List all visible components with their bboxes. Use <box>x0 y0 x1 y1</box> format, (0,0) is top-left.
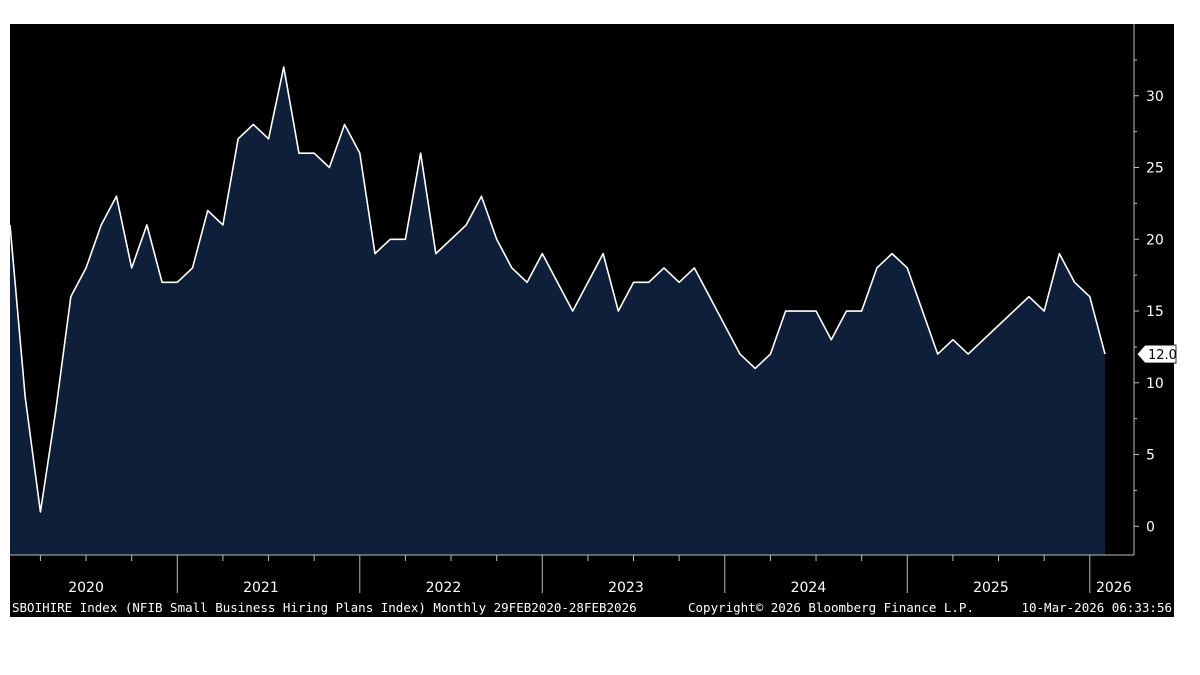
data-point <box>69 295 72 298</box>
data-point <box>343 123 346 126</box>
data-point <box>480 195 483 198</box>
data-point <box>936 353 939 356</box>
data-point <box>1104 353 1107 356</box>
data-point <box>951 338 954 341</box>
data-point <box>495 238 498 241</box>
x-year-label: 2024 <box>791 580 827 596</box>
data-point <box>39 510 42 513</box>
x-year-label: 2023 <box>608 580 644 596</box>
data-point <box>647 281 650 284</box>
data-point <box>967 353 970 356</box>
data-point <box>176 281 179 284</box>
data-point <box>100 223 103 226</box>
data-point <box>313 152 316 155</box>
data-point <box>906 266 909 269</box>
data-point <box>739 353 742 356</box>
data-point <box>921 310 924 313</box>
data-point <box>602 252 605 255</box>
last-value-flag <box>1136 344 1177 364</box>
data-point <box>510 266 513 269</box>
y-tick-label: 5 <box>1146 448 1155 464</box>
data-point <box>723 324 726 327</box>
data-point <box>891 252 894 255</box>
data-point <box>404 238 407 241</box>
data-point <box>617 310 620 313</box>
data-point <box>1088 295 1091 298</box>
data-point <box>860 310 863 313</box>
data-point <box>450 238 453 241</box>
data-point <box>556 281 559 284</box>
data-point <box>419 152 422 155</box>
data-point <box>571 310 574 313</box>
series-line <box>9 66 1106 513</box>
data-point <box>434 252 437 255</box>
data-point <box>267 137 270 140</box>
data-point <box>815 310 818 313</box>
data-point <box>54 410 57 413</box>
data-point <box>85 266 88 269</box>
y-tick-label: 10 <box>1146 376 1164 392</box>
data-point <box>1027 295 1030 298</box>
footer-timestamp: 10-Mar-2026 06:33:56 <box>1021 600 1172 615</box>
data-point <box>145 223 148 226</box>
data-point <box>982 338 985 341</box>
data-point <box>1043 310 1046 313</box>
data-point <box>1058 252 1061 255</box>
data-point <box>1073 281 1076 284</box>
data-point <box>206 209 209 212</box>
data-point <box>115 195 118 198</box>
data-point <box>586 281 589 284</box>
data-point <box>389 238 392 241</box>
data-point <box>282 66 285 69</box>
data-point <box>845 310 848 313</box>
data-point <box>465 223 468 226</box>
data-point <box>24 396 27 399</box>
y-tick-label: 0 <box>1146 519 1155 535</box>
data-point <box>678 281 681 284</box>
data-point <box>161 281 164 284</box>
data-point <box>830 338 833 341</box>
data-point <box>784 310 787 313</box>
x-year-label: 2021 <box>243 580 279 596</box>
data-point <box>9 223 12 226</box>
y-tick-label: 30 <box>1146 89 1164 105</box>
data-point <box>693 266 696 269</box>
y-tick-label: 15 <box>1146 304 1164 320</box>
data-point <box>541 252 544 255</box>
data-point <box>1012 310 1015 313</box>
data-point <box>526 281 529 284</box>
last-value-label: 12.0 <box>1148 348 1177 363</box>
data-point <box>997 324 1000 327</box>
data-point <box>358 152 361 155</box>
data-point <box>221 223 224 226</box>
data-point <box>662 266 665 269</box>
data-point <box>252 123 255 126</box>
data-point <box>130 266 133 269</box>
data-point <box>708 295 711 298</box>
y-tick-label: 20 <box>1146 232 1164 248</box>
x-year-label: 2020 <box>68 580 104 596</box>
footer-series-description: SBOIHIRE Index (NFIB Small Business Hiri… <box>12 600 637 615</box>
data-point <box>754 367 757 370</box>
data-point <box>191 266 194 269</box>
data-point <box>374 252 377 255</box>
data-point <box>328 166 331 169</box>
footer-copyright: Copyright© 2026 Bloomberg Finance L.P. <box>688 600 974 615</box>
x-year-label: 2022 <box>426 580 462 596</box>
x-year-label: 2026 <box>1096 580 1132 596</box>
data-point <box>237 137 240 140</box>
x-year-label: 2025 <box>973 580 1009 596</box>
data-point <box>875 266 878 269</box>
series-area <box>10 67 1105 556</box>
data-point <box>297 152 300 155</box>
data-point <box>632 281 635 284</box>
data-point <box>799 310 802 313</box>
data-point <box>769 353 772 356</box>
y-tick-label: 25 <box>1146 161 1164 177</box>
